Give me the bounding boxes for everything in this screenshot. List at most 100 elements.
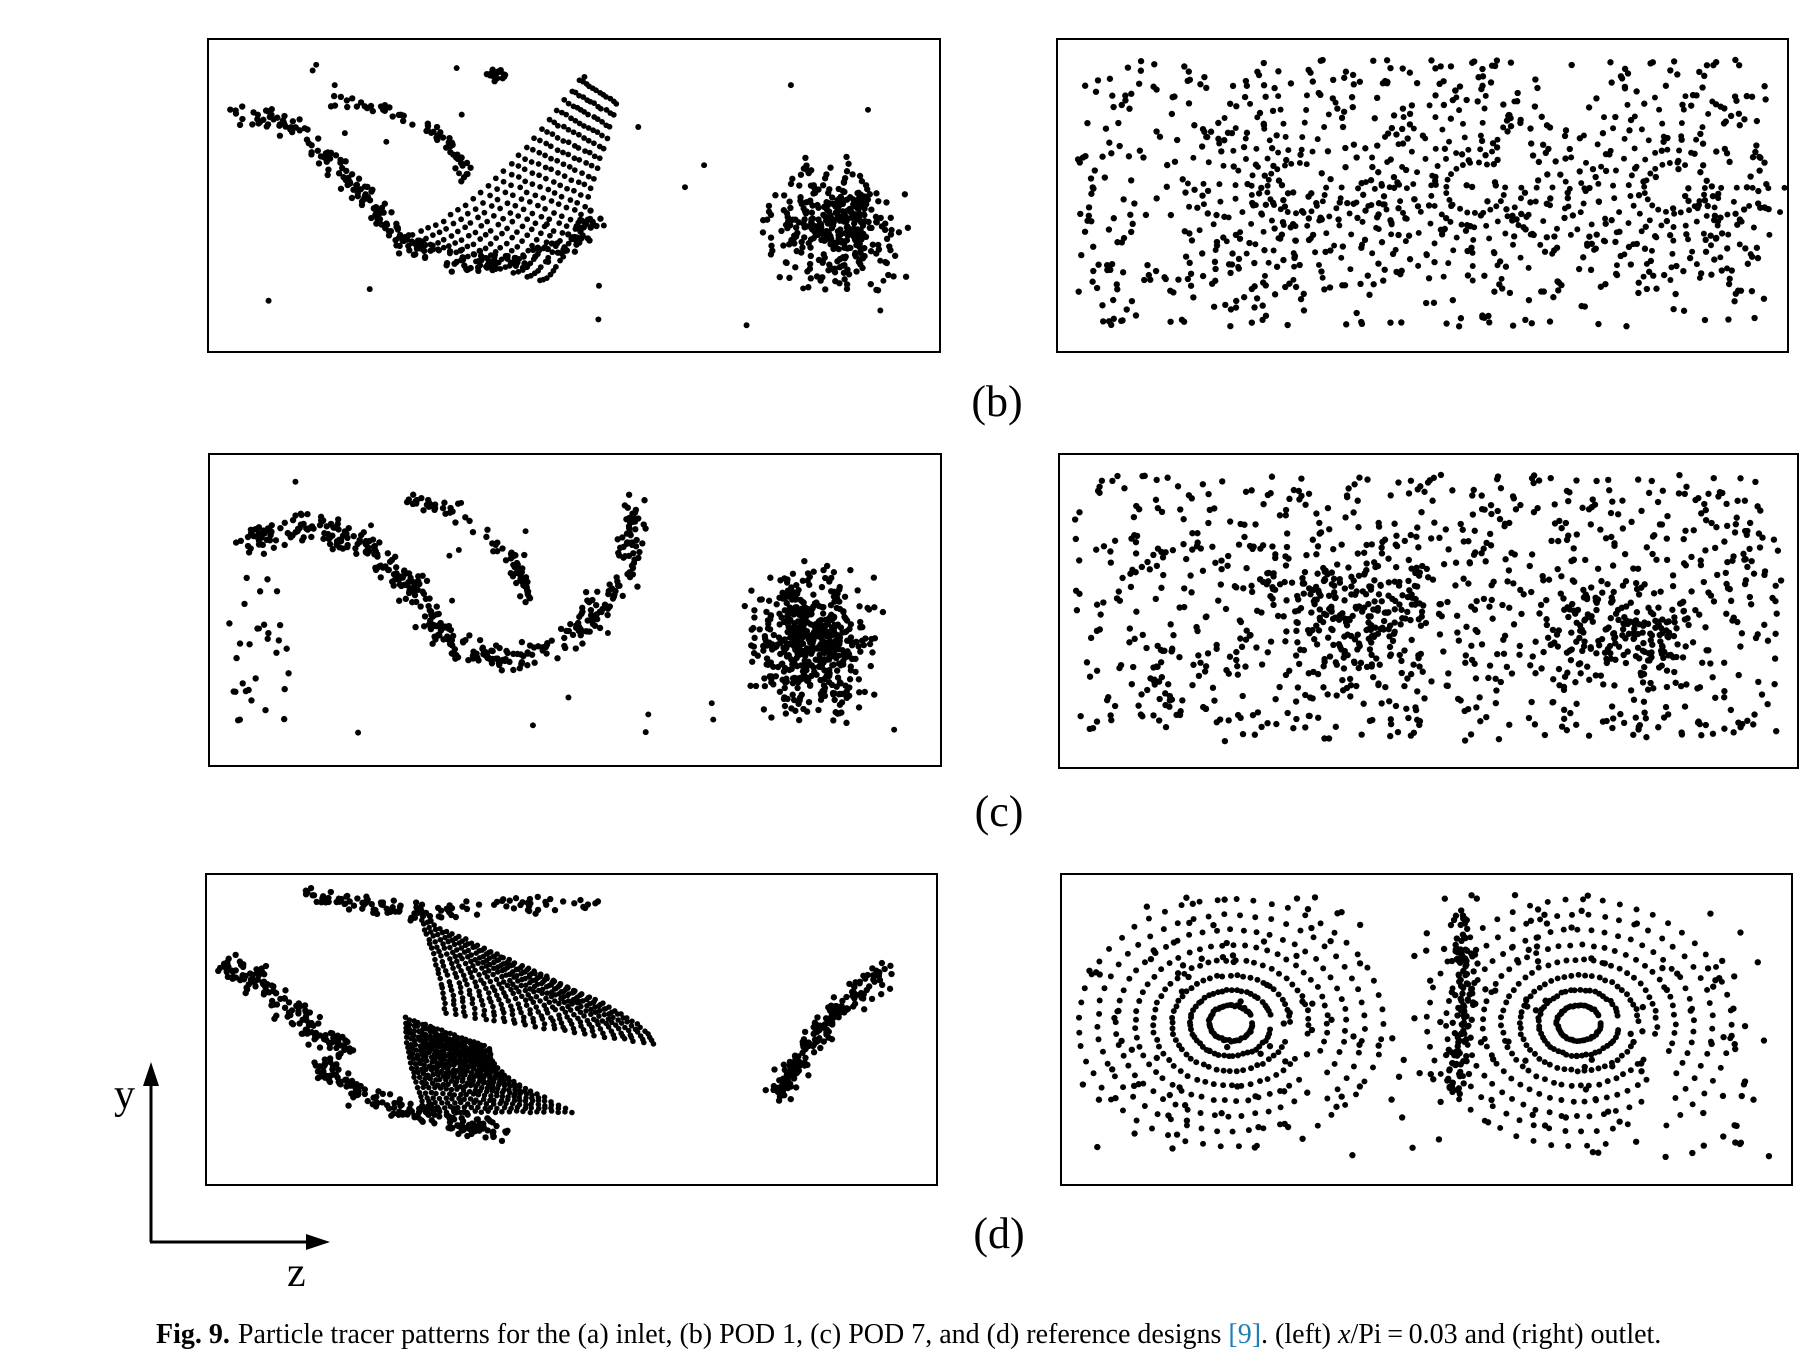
tracer-particle — [1264, 182, 1271, 189]
tracer-particle — [829, 662, 836, 669]
tracer-particle — [1267, 593, 1274, 600]
tracer-particle — [542, 164, 549, 171]
tracer-particle — [360, 196, 367, 204]
tracer-particle — [538, 1013, 545, 1019]
tracer-particle — [1396, 651, 1403, 659]
tracer-particle — [1295, 607, 1302, 614]
tracer-particle — [1077, 712, 1084, 720]
tracer-particle — [1406, 110, 1414, 118]
tracer-particle — [1697, 557, 1704, 564]
tracer-particle — [472, 967, 478, 974]
tracer-particle — [1247, 631, 1254, 639]
tracer-particle — [1744, 527, 1751, 535]
tracer-particle — [1459, 162, 1466, 168]
tracer-particle — [594, 165, 601, 172]
tracer-particle — [482, 231, 489, 238]
tracer-particle — [1362, 179, 1369, 186]
tracer-particle — [541, 1021, 548, 1027]
tracer-particle — [751, 634, 758, 641]
tracer-particle — [1114, 286, 1121, 293]
tracer-particle — [1456, 107, 1463, 114]
tracer-particle — [1516, 651, 1523, 658]
tracer-particle — [641, 497, 648, 504]
tracer-particle — [1280, 196, 1287, 204]
tracer-particle — [1562, 127, 1570, 134]
tracer-particle — [815, 619, 822, 626]
tracer-particle — [799, 577, 807, 584]
tracer-particle — [856, 257, 863, 264]
tracer-particle — [1111, 702, 1119, 710]
tracer-particle — [1728, 267, 1735, 274]
tracer-particle — [1217, 198, 1224, 205]
tracer-particle — [833, 667, 841, 674]
tracer-particle — [1702, 547, 1709, 554]
tracer-particle — [1732, 56, 1739, 64]
tracer-particle — [1493, 203, 1500, 210]
tracer-particle — [1378, 239, 1386, 246]
tracer-particle — [639, 540, 646, 547]
tracer-particle — [822, 616, 829, 624]
tracer-particle — [1411, 196, 1418, 203]
tracer-particle — [1292, 237, 1299, 244]
tracer-particle — [543, 221, 550, 228]
tracer-particle — [1386, 184, 1393, 191]
tracer-particle — [1662, 208, 1669, 215]
tracer-particle — [1588, 221, 1595, 228]
tracer-particle — [285, 670, 292, 677]
tracer-particle — [1650, 685, 1657, 692]
tracer-particle — [1609, 562, 1617, 569]
tracer-particle — [438, 1032, 445, 1038]
tracer-particle — [1384, 159, 1391, 165]
tracer-particle — [1316, 530, 1323, 537]
tracer-particle — [1321, 610, 1328, 617]
tracer-particle — [1735, 110, 1743, 117]
tracer-particle — [348, 194, 356, 202]
tracer-particle — [395, 597, 403, 604]
tracer-particle — [835, 660, 843, 667]
tracer-particle — [1733, 184, 1740, 191]
tracer-particle — [1735, 671, 1742, 679]
tracer-particle — [245, 686, 252, 694]
tracer-particle — [1454, 629, 1461, 636]
tracer-particle — [1374, 142, 1381, 149]
tracer-particle — [1246, 239, 1253, 247]
tracer-particle — [1187, 282, 1195, 289]
tracer-particle — [625, 491, 633, 498]
tracer-particle — [840, 178, 848, 185]
tracer-particle — [1116, 142, 1123, 150]
tracer-particle — [1099, 302, 1106, 309]
tracer-particle — [1369, 163, 1376, 171]
tracer-particle — [439, 134, 447, 141]
tracer-particle — [1413, 533, 1420, 540]
tracer-particle — [800, 672, 808, 680]
tracer-particle — [1368, 541, 1375, 548]
tracer-particle — [1447, 218, 1454, 225]
tracer-particle — [1184, 275, 1192, 283]
tracer-particle — [1373, 94, 1381, 102]
tracer-particle — [546, 116, 553, 123]
tracer-particle — [1389, 637, 1397, 645]
tracer-particle — [1655, 206, 1662, 213]
tracer-particle — [1456, 83, 1464, 90]
tracer-particle — [1624, 648, 1631, 655]
tracer-particle — [1327, 247, 1334, 254]
tracer-particle — [1235, 255, 1243, 263]
tracer-particle — [1643, 544, 1650, 551]
tracer-particle — [1391, 619, 1398, 626]
tracer-particle — [468, 958, 474, 965]
tracer-particle — [749, 658, 756, 665]
tracer-particle — [431, 633, 438, 640]
tracer-particle — [1209, 684, 1217, 691]
tracer-particle — [820, 566, 827, 574]
tracer-particle — [557, 257, 563, 264]
tracer-particle — [381, 200, 389, 207]
tracer-particle — [768, 714, 775, 721]
tracer-particle — [1600, 681, 1607, 688]
tracer-particle — [449, 632, 457, 640]
tracer-particle — [766, 626, 774, 633]
tracer-particle — [1505, 111, 1512, 118]
tracer-particle — [239, 115, 246, 123]
tracer-particle — [585, 194, 592, 200]
tracer-particle — [1472, 675, 1480, 682]
tracer-particle — [1697, 169, 1704, 176]
